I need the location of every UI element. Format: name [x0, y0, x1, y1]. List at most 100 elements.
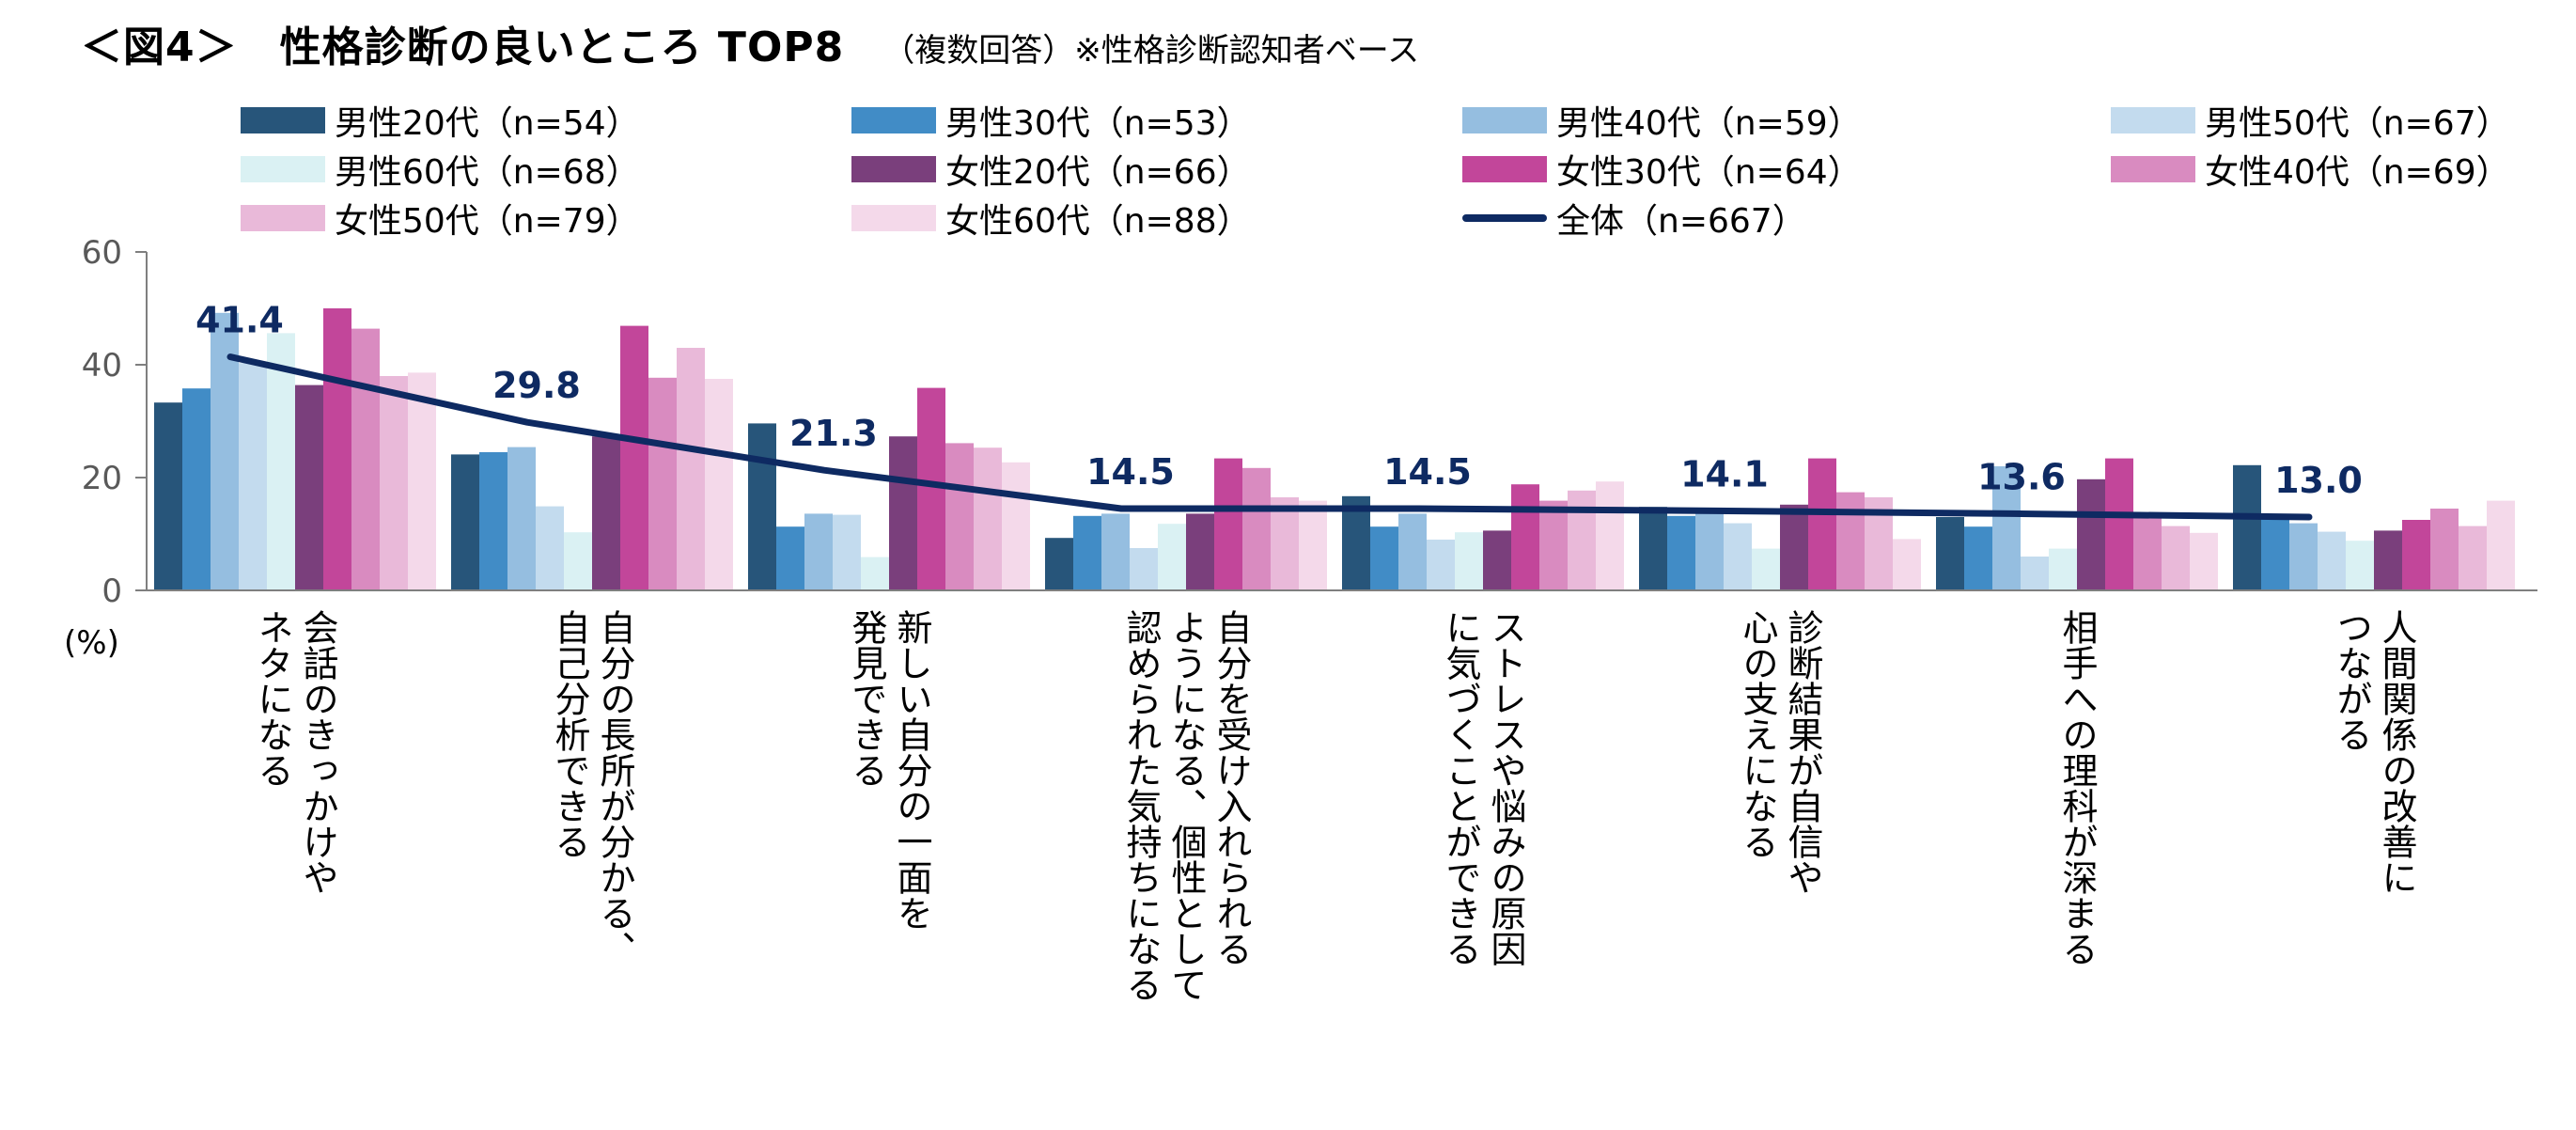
bar: [1752, 548, 1780, 590]
bar: [1724, 523, 1752, 590]
bar: [2105, 458, 2133, 590]
bar: [2049, 548, 2077, 590]
bar: [295, 385, 323, 590]
bar: [804, 513, 833, 590]
bar: [1539, 500, 1568, 590]
bar: [1427, 540, 1455, 590]
category-label: 診断結果が自信や 心の支えになる: [1737, 609, 1823, 895]
legend-label: 男性40代（n=59）: [1556, 104, 1862, 143]
legend-label: 女性50代（n=79）: [335, 202, 640, 241]
bar: [1130, 548, 1158, 590]
chart-legend: 男性20代（n=54） 男性30代（n=53） 男性40代（n=59） 男性50代（n…: [241, 98, 2534, 248]
bar: [648, 377, 677, 590]
legend-swatch: [241, 205, 325, 231]
legend-item: 男性20代（n=54）: [241, 98, 640, 143]
bar: [1639, 507, 1667, 590]
legend-item: 女性50代（n=79）: [241, 196, 640, 241]
legend-item: 女性20代（n=66）: [851, 147, 1251, 192]
bar: [1455, 532, 1483, 590]
legend-swatch: [241, 107, 325, 133]
bar: [620, 325, 648, 590]
bar: [323, 308, 351, 590]
bar: [2021, 557, 2049, 590]
bar: [2318, 531, 2346, 590]
bar: [2459, 526, 2487, 590]
bar: [1992, 466, 2021, 590]
bar: [1271, 497, 1299, 590]
bar: [945, 443, 974, 590]
legend-item: 女性60代（n=88）: [851, 196, 1251, 241]
bar: [1964, 526, 1992, 590]
legend-swatch: [2111, 156, 2195, 182]
category-label: 自分を受け入れられる ようになる、個性として 認められた気持ちになる: [1120, 609, 1252, 1002]
bar: [776, 526, 804, 590]
bar: [1158, 524, 1186, 590]
bar: [536, 506, 564, 590]
bar: [748, 423, 776, 590]
bar: [974, 447, 1002, 590]
y-tick-label: 20: [82, 460, 122, 497]
bar: [1073, 515, 1101, 590]
legend-label: 男性30代（n=53）: [945, 104, 1251, 143]
legend-swatch: [241, 156, 325, 182]
legend-label: 女性30代（n=64）: [1556, 153, 1862, 192]
bar: [2162, 526, 2190, 590]
bar: [479, 452, 507, 590]
bar: [592, 436, 620, 590]
bar: [1002, 462, 1030, 590]
bar: [2190, 532, 2218, 590]
bar: [2346, 541, 2374, 590]
bar: [1398, 513, 1427, 590]
legend-item: 男性40代（n=59）: [1462, 98, 1862, 143]
bar: [2077, 479, 2105, 590]
bar: [1568, 490, 1596, 590]
bar: [833, 514, 861, 590]
category-label: 人間関係の改善に つながる: [2331, 609, 2417, 895]
total-data-label: 13.6: [1977, 456, 2066, 497]
bar: [1808, 458, 1836, 590]
bar: [917, 387, 945, 590]
category-label: 会話のきっかけや ネタになる: [252, 609, 338, 895]
bar: [1299, 500, 1327, 590]
legend-item: 男性60代（n=68）: [241, 147, 640, 192]
total-data-label: 14.5: [1086, 451, 1175, 493]
legend-label: 男性20代（n=54）: [335, 104, 640, 143]
total-data-label: 41.4: [195, 300, 284, 341]
bar: [2402, 520, 2430, 590]
legend-item: 男性50代（n=67）: [2111, 98, 2510, 143]
category-label: 自分の長所が分かる、 自己分析できる: [549, 609, 635, 966]
category-label: ストレスや悩みの原因 に気づくことができる: [1440, 609, 1526, 966]
y-tick-label: 60: [82, 234, 122, 272]
legend-item: 女性40代（n=69）: [2111, 147, 2510, 192]
bar: [1936, 517, 1964, 590]
bar: [1045, 538, 1073, 590]
chart-subtitle: （複数回答）※性格診断認知者ベース: [882, 32, 1420, 70]
bar: [380, 376, 408, 590]
bar: [351, 328, 380, 590]
bar: [2487, 500, 2515, 590]
legend-swatch: [851, 107, 936, 133]
legend-label: 女性20代（n=66）: [945, 153, 1251, 192]
y-tick-label: 0: [101, 573, 122, 610]
legend-item: 全体（n=667）: [1462, 196, 1806, 241]
bar: [2289, 523, 2318, 590]
bar: [2374, 530, 2402, 590]
legend-swatch: [1462, 156, 1547, 182]
legend-label: 全体（n=667）: [1556, 202, 1806, 241]
total-data-label: 14.1: [1680, 453, 1769, 494]
bar: [1242, 467, 1271, 590]
bar: [154, 402, 182, 590]
legend-label: 男性50代（n=67）: [2205, 104, 2510, 143]
legend-swatch: [1462, 107, 1547, 133]
bar: [451, 454, 479, 590]
total-data-label: 14.5: [1383, 451, 1472, 493]
total-data-label: 21.3: [789, 413, 878, 454]
bar: [1596, 481, 1624, 590]
bar: [1511, 484, 1539, 590]
bar: [507, 447, 536, 590]
chart-title-row: ＜図4＞ 性格診断の良いところ TOP8 （複数回答）※性格診断認知者ベース: [81, 13, 1419, 79]
bar: [1186, 513, 1214, 590]
category-label: 新しい自分の一面を 発見できる: [846, 609, 932, 931]
bar: [1101, 513, 1130, 590]
